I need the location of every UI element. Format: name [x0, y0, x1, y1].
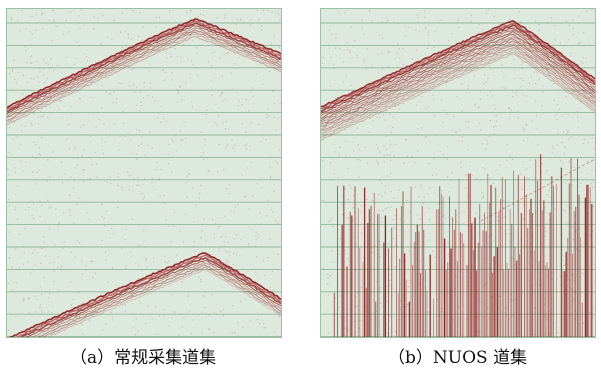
seismic-gather-conventional: [7, 9, 281, 337]
caption-conventional-gather: （a）常规采集道集: [70, 343, 216, 368]
panel-nuos-gather: [320, 8, 596, 338]
seismic-gather-nuos: [321, 9, 595, 337]
panel-conventional-gather: [6, 8, 282, 338]
caption-nuos-gather: （b）NUOS 道集: [388, 343, 527, 368]
